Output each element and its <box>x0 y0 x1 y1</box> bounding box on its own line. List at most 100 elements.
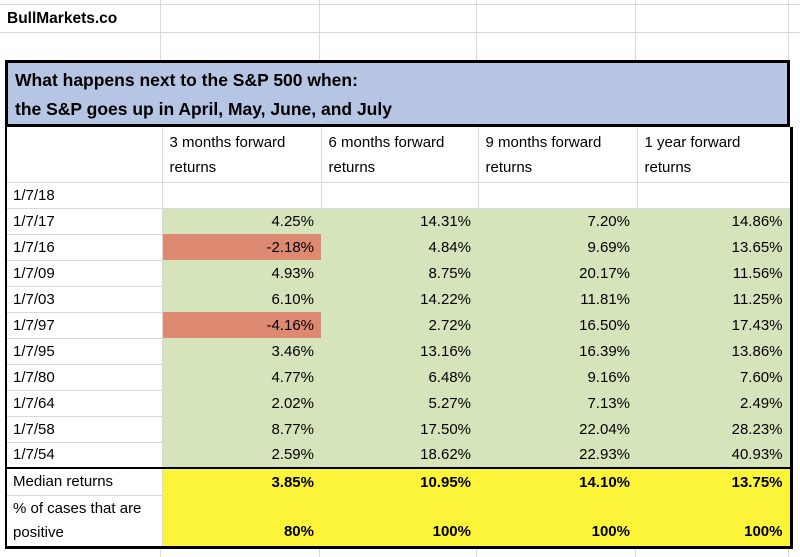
grid-cell <box>636 0 789 4</box>
value-cell[interactable]: 4.77% <box>162 364 321 390</box>
grid-cell <box>789 33 800 60</box>
value-cell[interactable]: 9.16% <box>478 364 637 390</box>
value-cell[interactable]: 16.39% <box>478 338 637 364</box>
value-cell[interactable]: 14.31% <box>321 208 478 234</box>
grid-cell <box>477 548 636 557</box>
value-cell[interactable] <box>321 182 479 209</box>
grid-cell[interactable] <box>161 33 320 60</box>
table-row: 1/7/17 4.25% 14.31% 7.20% 14.86% <box>6 208 791 235</box>
date-cell[interactable]: 1/7/16 <box>6 234 163 261</box>
grid-cell[interactable] <box>636 5 789 32</box>
value-cell[interactable]: 2.59% <box>162 442 321 468</box>
value-cell[interactable]: 6.10% <box>162 286 321 312</box>
table-row: 1/7/97 -4.16% 2.72% 16.50% 17.43% <box>6 312 791 339</box>
table-row: 1/7/18 <box>6 182 791 209</box>
title-line-1: What happens next to the S&P 500 when: <box>15 70 358 90</box>
value-cell[interactable]: 4.25% <box>162 208 321 234</box>
table-row: 1/7/80 4.77% 6.48% 9.16% 7.60% <box>6 364 791 391</box>
gridline-row-bottom <box>0 548 800 557</box>
value-cell[interactable]: 7.13% <box>478 390 637 416</box>
grid-cell <box>0 548 161 557</box>
value-cell[interactable]: 7.20% <box>478 208 637 234</box>
footer-value[interactable]: 10.95% <box>321 467 478 495</box>
value-cell[interactable]: 13.65% <box>637 234 791 260</box>
footer-rows: Median returns 3.85% 10.95% 14.10% 13.75… <box>6 467 791 547</box>
date-cell[interactable]: 1/7/64 <box>6 390 163 417</box>
grid-cell[interactable] <box>477 5 636 32</box>
footer-value[interactable]: 100% <box>637 495 791 547</box>
date-cell[interactable]: 1/7/97 <box>6 312 163 339</box>
value-cell[interactable]: 8.75% <box>321 260 478 286</box>
column-header-9mo[interactable]: 9 months forward returns <box>478 127 638 183</box>
date-cell[interactable]: 1/7/17 <box>6 208 163 235</box>
date-cell[interactable]: 1/7/58 <box>6 416 163 443</box>
value-cell[interactable]: 17.50% <box>321 416 478 442</box>
table-row: 1/7/03 6.10% 14.22% 11.81% 11.25% <box>6 286 791 313</box>
table-row: 1/7/16 -2.18% 4.84% 9.69% 13.65% <box>6 234 791 261</box>
value-cell[interactable]: 4.84% <box>321 234 478 260</box>
grid-cell[interactable] <box>320 5 477 32</box>
value-cell[interactable]: 28.23% <box>637 416 791 442</box>
grid-cell[interactable] <box>636 33 789 60</box>
value-cell[interactable]: -4.16% <box>162 312 321 338</box>
value-cell[interactable]: 2.02% <box>162 390 321 416</box>
value-cell[interactable]: 17.43% <box>637 312 791 338</box>
value-cell[interactable]: 3.46% <box>162 338 321 364</box>
grid-cell[interactable] <box>0 33 161 60</box>
value-cell[interactable]: 4.93% <box>162 260 321 286</box>
value-cell[interactable]: 14.22% <box>321 286 478 312</box>
grid-cell <box>477 0 636 4</box>
value-cell[interactable]: 5.27% <box>321 390 478 416</box>
table-row: 1/7/58 8.77% 17.50% 22.04% 28.23% <box>6 416 791 443</box>
footer-label[interactable]: Median returns <box>6 467 163 496</box>
value-cell[interactable]: 18.62% <box>321 442 478 468</box>
footer-value[interactable]: 14.10% <box>478 467 637 495</box>
date-cell[interactable]: 1/7/54 <box>6 442 163 469</box>
grid-cell[interactable] <box>161 5 320 32</box>
footer-label[interactable]: % of cases that are positive <box>6 495 163 547</box>
value-cell[interactable]: 13.16% <box>321 338 478 364</box>
footer-value[interactable]: 3.85% <box>162 467 321 495</box>
value-cell[interactable]: 11.56% <box>637 260 791 286</box>
footer-value[interactable]: 100% <box>321 495 478 547</box>
value-cell[interactable]: 22.93% <box>478 442 637 468</box>
date-cell[interactable]: 1/7/80 <box>6 364 163 391</box>
column-header-6mo[interactable]: 6 months forward returns <box>321 127 479 183</box>
table-row: 1/7/95 3.46% 13.16% 16.39% 13.86% <box>6 338 791 365</box>
value-cell[interactable]: 22.04% <box>478 416 637 442</box>
value-cell[interactable]: 2.49% <box>637 390 791 416</box>
column-header-1yr[interactable]: 1 year forward returns <box>637 127 791 183</box>
data-rows: 1/7/18 1/7/17 4.25% 14.31% 7.20% 14.86% … <box>6 182 791 469</box>
value-cell[interactable]: 6.48% <box>321 364 478 390</box>
grid-cell[interactable] <box>477 33 636 60</box>
value-cell[interactable]: 20.17% <box>478 260 637 286</box>
value-cell[interactable]: 7.60% <box>637 364 791 390</box>
date-cell[interactable]: 1/7/09 <box>6 260 163 287</box>
grid-cell <box>161 0 320 4</box>
corner-cell[interactable] <box>6 127 163 183</box>
grid-cell <box>789 0 800 4</box>
value-cell[interactable]: 13.86% <box>637 338 791 364</box>
date-cell[interactable]: 1/7/03 <box>6 286 163 313</box>
date-cell[interactable]: 1/7/95 <box>6 338 163 365</box>
grid-cell <box>320 548 477 557</box>
value-cell[interactable] <box>637 182 791 209</box>
value-cell[interactable]: -2.18% <box>162 234 321 260</box>
footer-value[interactable]: 13.75% <box>637 467 791 495</box>
column-header-3mo[interactable]: 3 months forward returns <box>162 127 322 183</box>
value-cell[interactable]: 9.69% <box>478 234 637 260</box>
value-cell[interactable] <box>162 182 322 209</box>
value-cell[interactable]: 14.86% <box>637 208 791 234</box>
value-cell[interactable]: 8.77% <box>162 416 321 442</box>
value-cell[interactable]: 11.81% <box>478 286 637 312</box>
value-cell[interactable] <box>478 182 638 209</box>
value-cell[interactable]: 11.25% <box>637 286 791 312</box>
value-cell[interactable]: 2.72% <box>321 312 478 338</box>
title-line-2: the S&P goes up in April, May, June, and… <box>15 99 392 119</box>
footer-value[interactable]: 80% <box>162 495 321 547</box>
date-cell[interactable]: 1/7/18 <box>6 182 163 209</box>
value-cell[interactable]: 16.50% <box>478 312 637 338</box>
footer-value[interactable]: 100% <box>478 495 637 547</box>
value-cell[interactable]: 40.93% <box>637 442 791 468</box>
grid-cell[interactable] <box>320 33 477 60</box>
